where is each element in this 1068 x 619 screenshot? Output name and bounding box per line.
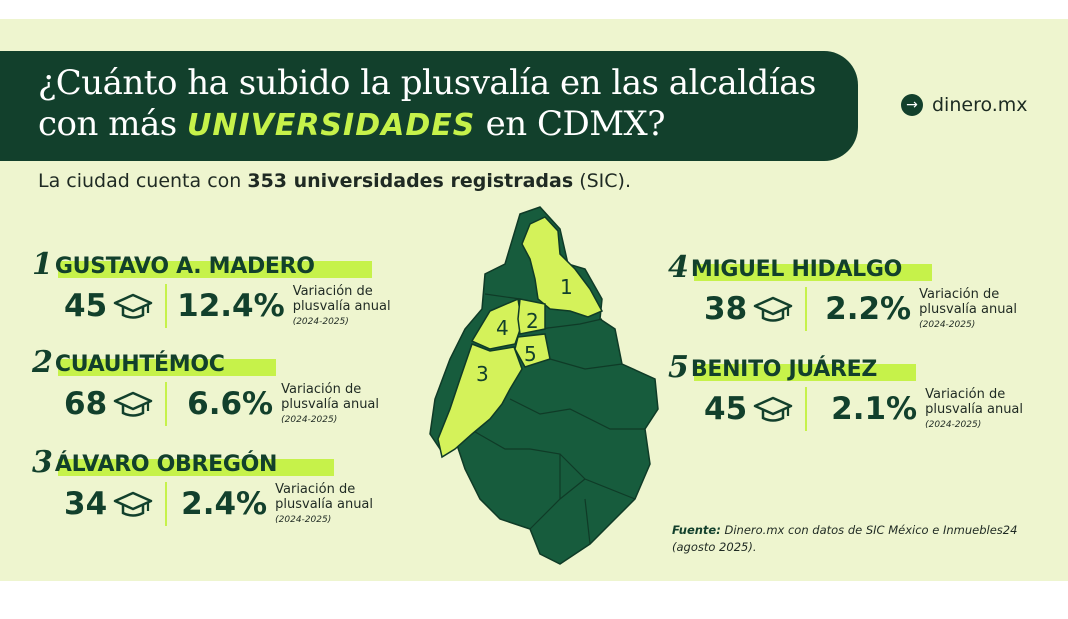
university-count: 38 [704, 291, 748, 327]
map-label-1: 1 [560, 275, 573, 299]
growth-period: (2024-2025) [919, 320, 976, 330]
growth-label: Variación de plusvalía anual [275, 482, 374, 512]
graduation-cap-icon [753, 396, 793, 422]
growth-percent: 12.4% [177, 288, 285, 324]
divider [165, 382, 168, 426]
growth-label: Variación de plusvalía anual [919, 287, 1018, 317]
district-entry-miguel-hidalgo: 4 MIGUEL HIDALGO 38 2.2% Variación de pl… [668, 247, 1024, 331]
map-district-miguel-hidalgo [470, 297, 523, 350]
map-internal-borders [469, 293, 645, 545]
district-name: CUAUHTÉMOC [54, 352, 225, 377]
rank-number: 1 [32, 247, 53, 282]
title-line-1: ¿Cuánto ha subido la plusvalía en las al… [38, 63, 816, 103]
map-district-alvaro-obregon [437, 343, 523, 459]
title-line-2-pre: con más [38, 104, 187, 144]
name-highlight [58, 261, 372, 278]
growth-period: (2024-2025) [275, 515, 332, 525]
divider [805, 387, 808, 431]
map-label-2: 2 [526, 309, 539, 333]
graduation-cap-icon [113, 391, 153, 417]
divider [165, 284, 168, 328]
growth-period: (2024-2025) [281, 415, 338, 425]
growth-label: Variación de plusvalía anual [925, 387, 1024, 417]
graduation-cap-icon [753, 296, 793, 322]
title-banner [0, 51, 858, 161]
growth-percent: 6.6% [187, 386, 274, 422]
growth-label: Variación de plusvalía anual [292, 284, 391, 314]
infographic-canvas: ¿Cuánto ha subido la plusvalía en las al… [0, 19, 1068, 581]
subtitle-pre: La ciudad cuenta con [38, 170, 248, 192]
source-label: Fuente: [672, 523, 721, 537]
rank-number: 2 [32, 345, 53, 380]
university-count: 45 [64, 288, 108, 324]
divider [805, 287, 808, 331]
page-title: ¿Cuánto ha subido la plusvalía en las al… [38, 63, 858, 146]
rank-number: 3 [32, 445, 53, 480]
name-highlight [694, 264, 932, 281]
growth-percent: 2.4% [181, 486, 268, 522]
subtitle-post: (SIC). [573, 170, 632, 192]
district-name: MIGUEL HIDALGO [690, 257, 903, 282]
subtitle-bold: 353 universidades registradas [247, 170, 574, 192]
title-line-2-post: en CDMX? [475, 104, 666, 144]
rank-number: 5 [668, 350, 689, 385]
district-name: GUSTAVO A. MADERO [54, 254, 315, 279]
district-entry-gustavo-a-madero: 1 GUSTAVO A. MADERO 45 12.4% Variación d… [32, 244, 398, 328]
university-count: 34 [64, 486, 108, 522]
map-district-gustavo-a-madero [521, 216, 604, 318]
brand-logo[interactable]: → dinero.mx [901, 94, 1028, 116]
growth-percent: 2.1% [831, 391, 918, 427]
rank-number: 4 [668, 250, 689, 285]
growth-period: (2024-2025) [925, 420, 982, 430]
university-count: 68 [64, 386, 108, 422]
growth-period: (2024-2025) [292, 317, 349, 327]
district-name: BENITO JUÁREZ [690, 357, 878, 382]
brand-name: dinero.mx [932, 94, 1028, 116]
title-highlight: UNIVERSIDADES [186, 108, 476, 143]
map-district-cuauhtemoc [517, 298, 546, 335]
divider [165, 482, 168, 526]
map-district-benito-juarez [514, 333, 551, 368]
growth-percent: 2.2% [825, 291, 912, 327]
district-entry-benito-juarez: 5 BENITO JUÁREZ 45 2.1% Variación de plu… [668, 347, 1030, 431]
district-name: ÁLVARO OBREGÓN [54, 452, 278, 477]
district-entry-cuauhtemoc: 2 CUAUHTÉMOC 68 6.6% Variación de plusva… [32, 342, 386, 426]
name-highlight [694, 364, 916, 381]
graduation-cap-icon [113, 491, 153, 517]
map-label-5: 5 [524, 342, 537, 366]
university-count: 45 [704, 391, 748, 427]
graduation-cap-icon [113, 293, 153, 319]
growth-label: Variación de plusvalía anual [281, 382, 380, 412]
map-label-4: 4 [496, 316, 509, 340]
arrow-right-circle-icon: → [901, 94, 923, 116]
name-highlight [58, 359, 276, 376]
subtitle: La ciudad cuenta con 353 universidades r… [38, 170, 631, 192]
name-highlight [58, 459, 334, 476]
map-city-outline [429, 206, 659, 565]
district-entry-alvaro-obregon: 3 ÁLVARO OBREGÓN 34 2.4% Variación de pl… [32, 442, 380, 526]
map-label-3: 3 [476, 362, 489, 386]
cdmx-map: 1 2 4 5 3 [429, 206, 659, 565]
source-note: Fuente: Dinero.mx con datos de SIC Méxic… [672, 522, 1032, 556]
source-text: Dinero.mx con datos de SIC México e Inmu… [672, 523, 1018, 554]
